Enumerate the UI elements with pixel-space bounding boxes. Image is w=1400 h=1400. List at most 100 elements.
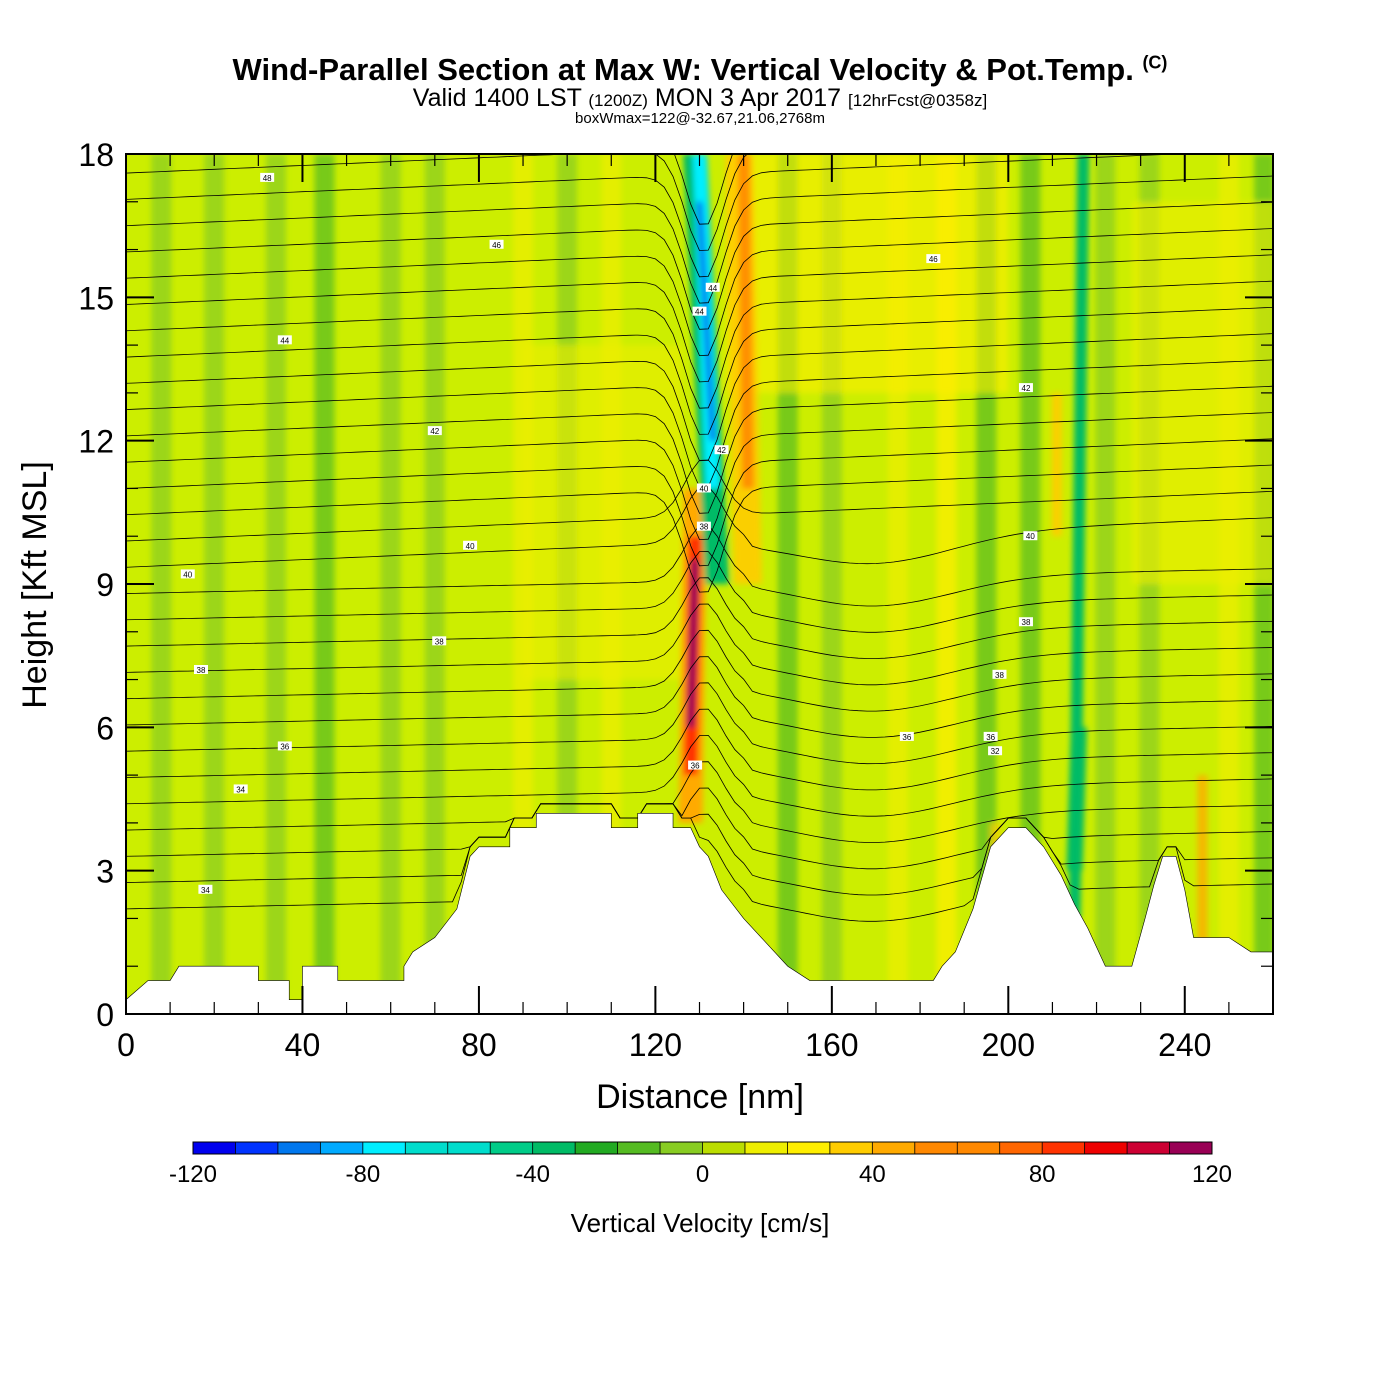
svg-text:42: 42 bbox=[717, 446, 726, 455]
svg-text:46: 46 bbox=[929, 255, 938, 264]
colorbar-swatch bbox=[1127, 1142, 1171, 1154]
y-tick-label: 9 bbox=[96, 567, 114, 603]
colorbar-swatch bbox=[362, 1142, 406, 1154]
contour-label: 36 bbox=[983, 731, 998, 742]
contour-labels: 48 46 46 44 44 44 42 42 42 40 40 40 40 38 38 38 38 38 36 36… bbox=[180, 172, 1038, 895]
x-tick-label: 160 bbox=[805, 1027, 858, 1063]
theta-contour bbox=[126, 682, 1273, 765]
velocity-band bbox=[204, 154, 225, 1014]
contour-label: 44 bbox=[277, 335, 292, 345]
svg-text:36: 36 bbox=[986, 733, 995, 742]
contour-label: 42 bbox=[427, 426, 442, 436]
theta-contours bbox=[126, 154, 1273, 922]
contour-label: 44 bbox=[692, 306, 707, 317]
chart-title: Wind-Parallel Section at Max W: Vertical… bbox=[0, 52, 1400, 88]
contour-label: 46 bbox=[489, 239, 504, 250]
y-tick-label: 0 bbox=[96, 997, 114, 1033]
svg-text:40: 40 bbox=[699, 484, 708, 493]
colorbar-swatch bbox=[447, 1142, 491, 1154]
subtitle-valid-time: Valid 1400 LST bbox=[412, 84, 582, 112]
colorbar-swatch bbox=[957, 1142, 1001, 1154]
theta-contour bbox=[126, 708, 1273, 791]
y-tick-label: 12 bbox=[78, 424, 114, 460]
theta-contour bbox=[126, 254, 1273, 383]
colorbar-swatch bbox=[1042, 1142, 1086, 1154]
velocity-column bbox=[686, 560, 700, 728]
colorbar-tick-label: -120 bbox=[169, 1161, 217, 1188]
svg-text:44: 44 bbox=[708, 284, 717, 293]
colorbar-swatch bbox=[660, 1142, 703, 1154]
velocity-column bbox=[1051, 392, 1062, 537]
svg-text:38: 38 bbox=[699, 523, 708, 532]
velocity-column bbox=[1066, 727, 1087, 871]
velocity-band bbox=[424, 154, 445, 1014]
contour-label: 44 bbox=[705, 282, 720, 293]
theta-contour bbox=[126, 551, 1273, 633]
svg-text:38: 38 bbox=[435, 637, 444, 646]
colorbar-swatch bbox=[702, 1142, 746, 1154]
svg-text:38: 38 bbox=[995, 671, 1004, 680]
theta-contour bbox=[126, 385, 1273, 514]
contour-label: 38 bbox=[193, 665, 208, 675]
colorbar-swatch bbox=[617, 1142, 661, 1154]
theta-contour bbox=[126, 333, 1273, 462]
svg-text:40: 40 bbox=[183, 570, 192, 579]
colorbar-tick-label: -80 bbox=[345, 1161, 380, 1188]
contour-label: 40 bbox=[180, 569, 195, 579]
contour-label: 42 bbox=[714, 445, 729, 455]
colorbar-swatch bbox=[193, 1142, 236, 1154]
y-axis-title: Height [Kft MSL] bbox=[16, 461, 54, 709]
theta-contour bbox=[126, 154, 749, 251]
theta-contour bbox=[126, 787, 1273, 870]
theta-contour bbox=[126, 201, 1273, 330]
contour-label: 38 bbox=[1018, 617, 1033, 627]
subtitle-utc: (1200Z) bbox=[588, 91, 648, 110]
x-tick-label: 120 bbox=[629, 1027, 682, 1063]
colorbar-swatch bbox=[829, 1142, 873, 1154]
y-tick-label: 3 bbox=[96, 854, 114, 890]
colorbar-swatch bbox=[787, 1142, 831, 1154]
velocity-region bbox=[523, 345, 682, 680]
x-tick-label: 80 bbox=[461, 1027, 497, 1063]
terrain bbox=[126, 813, 1273, 1014]
svg-text:36: 36 bbox=[902, 733, 911, 742]
subtitle-date: MON 3 Apr 2017 bbox=[654, 84, 842, 112]
copyright-mark: (C) bbox=[1142, 52, 1168, 73]
contour-label: 38 bbox=[696, 521, 711, 532]
contour-label: 38 bbox=[992, 669, 1007, 680]
contour-label: 46 bbox=[926, 254, 941, 264]
colorbar-tick-label: -40 bbox=[515, 1161, 550, 1188]
plot-area: 48 46 46 44 44 44 42 42 42 40 40 40 40 38 38 38 38 38 36 36… bbox=[126, 154, 1273, 1014]
colorbar-tick-label: 80 bbox=[1029, 1161, 1056, 1188]
velocity-region bbox=[1131, 201, 1273, 584]
subtitle-forecast: [12hrFcst@0358z] bbox=[848, 91, 988, 110]
chart-subtitle-line2: boxWmax=122@-32.67,21.06,2768m bbox=[575, 110, 825, 127]
svg-text:36: 36 bbox=[280, 742, 289, 751]
contour-label: 36 bbox=[688, 760, 703, 771]
svg-text:40: 40 bbox=[466, 542, 475, 551]
contour-label: 34 bbox=[198, 884, 213, 895]
velocity-band bbox=[151, 154, 172, 1014]
colorbar-tick-label: 0 bbox=[696, 1161, 709, 1188]
velocity-band bbox=[314, 154, 335, 1014]
colorbar-swatch bbox=[914, 1142, 958, 1154]
contour-label: 40 bbox=[696, 483, 711, 493]
contour-label: 40 bbox=[1023, 531, 1038, 541]
svg-text:38: 38 bbox=[197, 666, 206, 675]
colorbar-swatch bbox=[744, 1142, 788, 1154]
contour-label: 34 bbox=[233, 784, 248, 794]
colorbar-swatch bbox=[405, 1142, 449, 1154]
svg-text:34: 34 bbox=[236, 785, 245, 794]
colorbar-swatch bbox=[999, 1142, 1043, 1154]
theta-contour bbox=[126, 307, 1273, 435]
theta-contour bbox=[126, 228, 1273, 357]
theta-contour bbox=[126, 175, 1273, 304]
colorbar-swatch bbox=[490, 1142, 534, 1154]
velocity-region bbox=[725, 154, 1009, 393]
theta-contour bbox=[126, 280, 1273, 409]
colorbar-swatch bbox=[235, 1142, 279, 1154]
colorbar-frame bbox=[192, 1141, 1213, 1155]
x-tick-label: 200 bbox=[982, 1027, 1035, 1063]
velocity-band bbox=[380, 154, 401, 1014]
